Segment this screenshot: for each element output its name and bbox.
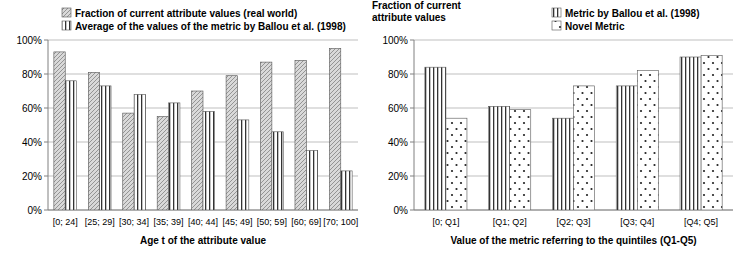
chart-panel: 0% 20% 40% 60% 80% 100% [0; 24] [25; 29] [30; 34… xyxy=(16,8,358,247)
bar xyxy=(100,86,111,210)
category-label: [35; 39] xyxy=(154,217,184,227)
bar xyxy=(88,72,99,210)
category-label: [70; 100] xyxy=(323,217,358,227)
bar xyxy=(295,60,306,210)
category-label: [Q1; Q2] xyxy=(493,217,527,227)
legend-swatch xyxy=(552,8,561,17)
bar xyxy=(203,111,214,210)
legend-swatch xyxy=(62,21,71,30)
bar xyxy=(261,62,272,210)
y-axis xyxy=(48,40,49,210)
x-axis-label: Value of the metric referring to the qui… xyxy=(450,235,696,246)
tick-mark xyxy=(410,210,414,211)
bar xyxy=(169,103,180,210)
tick-mark xyxy=(410,74,414,75)
bar xyxy=(192,91,203,210)
bar xyxy=(680,57,701,210)
category-label: [0; 24] xyxy=(53,217,78,227)
bars xyxy=(54,49,352,211)
tick-mark xyxy=(44,40,48,41)
tick-label: 60% xyxy=(388,103,408,114)
tick-label: 40% xyxy=(22,137,42,148)
legend-label: Metric by Ballou et al. (1998) xyxy=(565,8,700,19)
tick-label: 100% xyxy=(382,35,408,46)
bar xyxy=(425,67,446,210)
bar xyxy=(552,118,573,210)
category-label: [40; 44] xyxy=(188,217,218,227)
bar xyxy=(306,151,317,211)
y-axis xyxy=(414,40,415,210)
legend-label: Fraction of current attribute values (re… xyxy=(75,8,297,19)
tick-label: 40% xyxy=(388,137,408,148)
legend-label: Average of the values of the metric by B… xyxy=(75,21,346,32)
bar xyxy=(489,106,510,210)
tick-mark xyxy=(44,74,48,75)
bar xyxy=(237,120,248,210)
bar xyxy=(226,76,237,210)
category-label: [45; 49] xyxy=(222,217,252,227)
bar xyxy=(54,52,65,210)
bar xyxy=(616,86,637,210)
tick-mark xyxy=(44,108,48,109)
tick-mark xyxy=(410,40,414,41)
category-label: [Q2; Q3] xyxy=(556,217,590,227)
category-label: [Q3; Q4] xyxy=(620,217,654,227)
bar xyxy=(65,81,76,210)
tick-label: 20% xyxy=(22,171,42,182)
figure: 0% 20% 40% 60% 80% 100% [0; 24] [25; 29] [30; 34… xyxy=(0,0,739,276)
tick-mark xyxy=(44,210,48,211)
legend-swatch xyxy=(62,8,71,17)
bar xyxy=(637,71,658,210)
bar xyxy=(574,86,595,210)
bar xyxy=(446,118,467,210)
bar xyxy=(123,113,134,210)
bar xyxy=(157,117,168,211)
bar xyxy=(329,49,340,211)
grid-line xyxy=(414,40,733,41)
bar xyxy=(701,55,722,210)
tick-mark xyxy=(44,142,48,143)
bar xyxy=(510,110,531,210)
bar xyxy=(134,94,145,210)
bar xyxy=(341,171,352,210)
bars xyxy=(425,55,722,210)
y-axis-label: Fraction of currentattribute values xyxy=(372,0,462,23)
category-label: [50; 59] xyxy=(257,217,287,227)
category-label: [0; Q1] xyxy=(432,217,459,227)
tick-label: 0% xyxy=(394,205,409,216)
chart-panel: 0% 20% 40% 60% 80% 100% [0; Q1] [Q1; Q2] [Q2; Q3… xyxy=(372,0,733,246)
tick-label: 0% xyxy=(28,205,43,216)
tick-mark xyxy=(44,176,48,177)
tick-mark xyxy=(410,176,414,177)
grid-line xyxy=(48,40,358,41)
tick-label: 80% xyxy=(388,69,408,80)
legend-label: Novel Metric xyxy=(565,21,625,32)
category-label: [30; 34] xyxy=(119,217,149,227)
tick-label: 60% xyxy=(22,103,42,114)
tick-mark xyxy=(410,108,414,109)
category-label: [Q4; Q5] xyxy=(684,217,718,227)
tick-label: 80% xyxy=(22,69,42,80)
tick-label: 100% xyxy=(16,35,42,46)
category-label: [60; 69] xyxy=(291,217,321,227)
legend-swatch xyxy=(552,21,561,30)
tick-mark xyxy=(410,142,414,143)
bar xyxy=(272,132,283,210)
tick-label: 20% xyxy=(388,171,408,182)
x-axis-label: Age t of the attribute value xyxy=(140,235,267,246)
category-label: [25; 29] xyxy=(85,217,115,227)
